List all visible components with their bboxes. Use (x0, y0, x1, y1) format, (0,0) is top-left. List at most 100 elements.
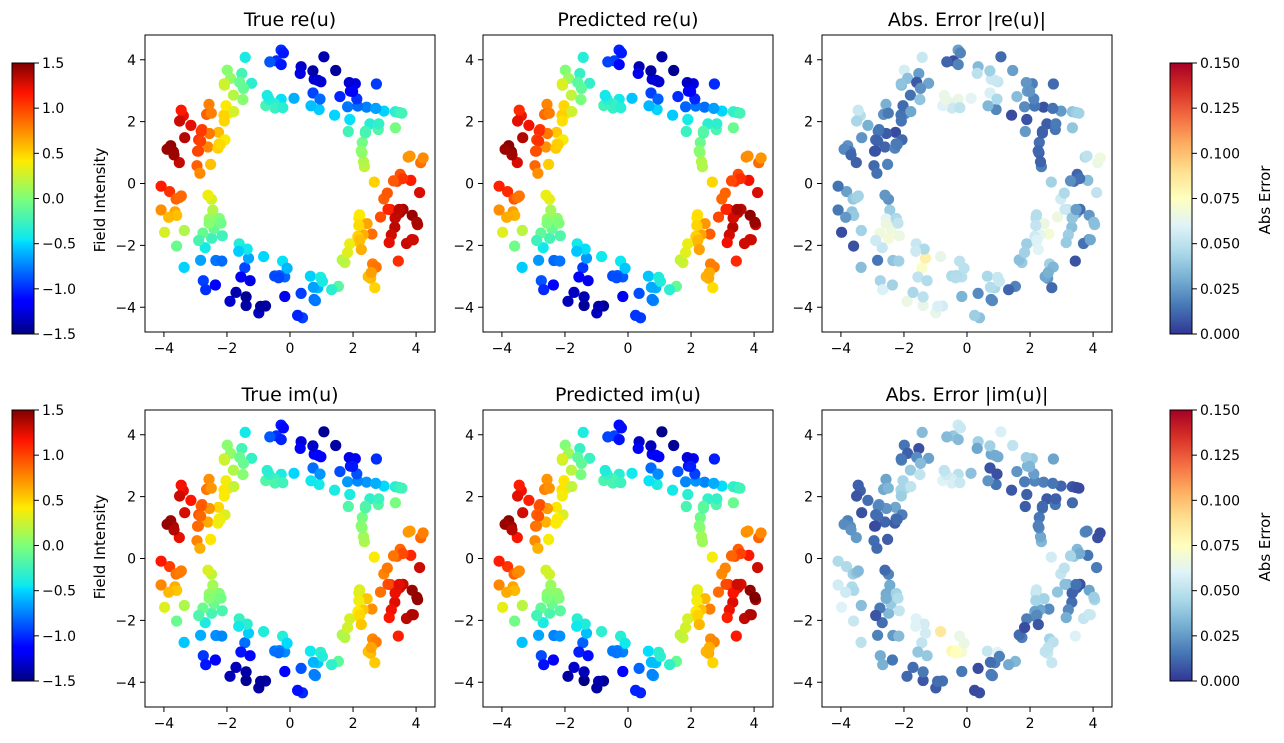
scatter-point (273, 272, 285, 284)
scatter-point (667, 109, 679, 121)
scatter-point (513, 104, 525, 116)
scatter-point (193, 234, 205, 247)
colorbar-tick-label: −1.5 (42, 674, 76, 690)
scatter-point (912, 646, 924, 658)
scatter-point (1047, 477, 1059, 489)
scatter-point (892, 592, 904, 604)
scatter-point (554, 230, 566, 242)
x-tick-label: 0 (624, 341, 633, 357)
scatter-point (889, 501, 902, 513)
scatter-point (882, 107, 894, 119)
scatter-point (275, 434, 287, 446)
scatter-point (344, 613, 356, 625)
scatter-point (579, 618, 591, 630)
scatter-point (359, 500, 371, 512)
scatter-point (239, 426, 251, 438)
scatter-point (193, 609, 205, 622)
scatter-point (195, 135, 207, 147)
scatter-point (242, 252, 255, 264)
scatter-point (361, 476, 373, 488)
scatter-point (389, 497, 401, 509)
colorbar-tick-label: 0.075 (1200, 192, 1240, 208)
scatter-point (543, 482, 555, 494)
scatter-point (516, 224, 528, 237)
scatter-point (389, 212, 401, 224)
scatter-point (159, 226, 171, 238)
scatter-point (209, 279, 221, 291)
scatter-point (1020, 452, 1032, 464)
scatter-point (856, 132, 868, 144)
scatter-point (566, 106, 578, 118)
scatter-point (214, 513, 226, 526)
scatter-point (619, 262, 631, 274)
scatter-point (923, 77, 935, 89)
scatter-point (941, 431, 953, 443)
scatter-point (891, 138, 903, 151)
scatter-point (264, 56, 276, 68)
scatter-point (577, 262, 589, 274)
y-tick-label: 4 (465, 53, 474, 69)
scatter-point (1091, 562, 1103, 574)
scatter-point (584, 452, 596, 464)
scatter-point (642, 645, 655, 657)
scatter-point (513, 565, 525, 577)
scatter-point (613, 434, 625, 446)
scatter-point (874, 275, 886, 287)
scatter-point (952, 59, 964, 71)
scatter-point (175, 565, 187, 577)
scatter-point (995, 51, 1007, 63)
scatter-point (727, 212, 739, 224)
scatter-point (574, 68, 586, 80)
scatter-point (244, 650, 256, 662)
scatter-point (255, 675, 267, 687)
panel-1: True re(u) −4 −2 0 2 4 −4 −2 0 2 4 (115, 9, 436, 357)
scatter-point (502, 186, 514, 198)
colorbar-left-top-label: Field Intensity (91, 148, 109, 253)
scatter-point (155, 579, 167, 591)
scatter-point (1024, 85, 1036, 97)
plot-frame (482, 409, 774, 708)
scatter-point (389, 122, 401, 134)
y-tick-label: 0 (127, 552, 136, 568)
scatter-point (745, 234, 757, 246)
scatter-point (1050, 118, 1062, 130)
y-tick-label: −4 (115, 675, 136, 691)
scatter-point (334, 91, 346, 103)
scatter-point (389, 587, 401, 599)
scatter-point (984, 281, 997, 293)
scatter-point (879, 189, 891, 201)
scatter-point (308, 668, 320, 681)
x-tick-label: 0 (624, 716, 633, 732)
scatter-point (373, 493, 385, 505)
scatter-point (537, 242, 549, 254)
scatter-point (1021, 113, 1033, 126)
scatter-point (497, 226, 509, 238)
scatter-point (872, 254, 884, 266)
y-tick-label: 2 (127, 490, 136, 506)
panel-4: True im(u) −4 −2 0 2 4 −4 −2 0 2 4 (115, 384, 436, 732)
colorbar-left-top: 1.5 1.0 0.5 0.0 −0.5 −1.0 −1.5 (11, 56, 76, 343)
scatter-point (537, 617, 549, 629)
scatter-point (882, 482, 894, 494)
scatter-points (493, 44, 767, 324)
x-tick-label: −2 (217, 341, 238, 357)
scatter-point (279, 665, 291, 678)
scatter-point (652, 93, 664, 105)
scatter-point (917, 291, 929, 303)
scatter-point (703, 266, 715, 279)
scatter-point (411, 216, 423, 228)
scatter-point (725, 175, 738, 187)
scatter-point (730, 630, 742, 642)
scatter-point (869, 520, 882, 532)
scatter-point (568, 661, 580, 674)
scatter-point (192, 520, 204, 532)
scatter-point (956, 665, 968, 678)
scatter-point (308, 293, 320, 306)
scatter-point (329, 109, 341, 121)
scatter-point (734, 482, 746, 494)
scatter-point (694, 511, 706, 524)
scatter-point (876, 617, 888, 629)
scatter-point (281, 262, 293, 274)
scatter-point (969, 309, 981, 321)
scatter-point (916, 637, 928, 649)
